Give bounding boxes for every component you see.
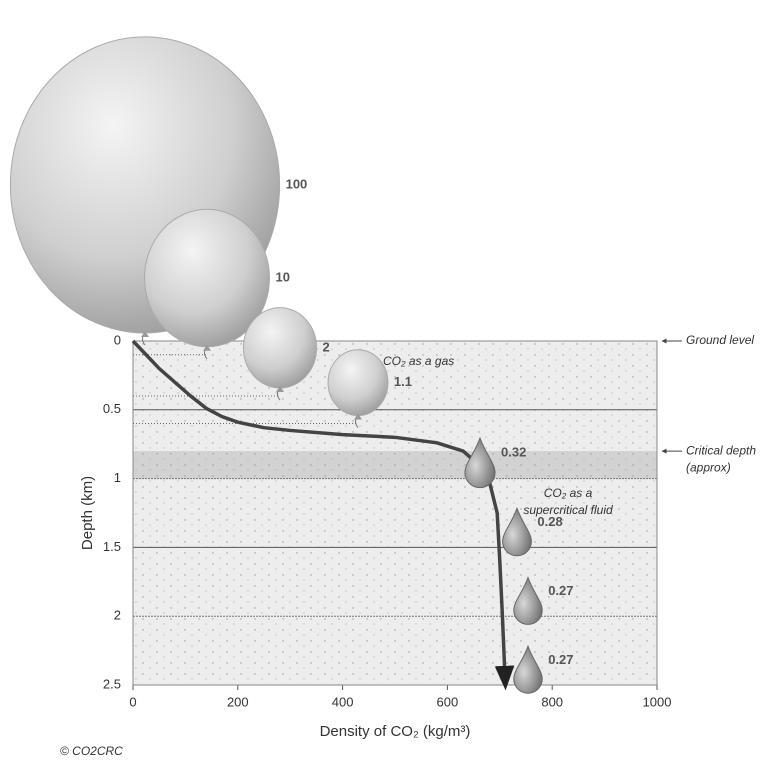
volume-label: 0.27 — [548, 583, 573, 598]
critical-depth-label: (approx) — [686, 460, 731, 474]
critical-depth-label: Critical depth — [686, 443, 756, 457]
credit: © CO2CRC — [60, 744, 123, 758]
chart: Density of CO₂ (kg/m³) Depth (km) © CO2C… — [0, 0, 775, 763]
supercritical-label: CO₂ as a — [544, 486, 593, 500]
x-tick-label: 200 — [227, 694, 249, 709]
volume-label: 0.32 — [501, 444, 526, 459]
volume-label: 10 — [275, 269, 289, 284]
volume-label: 0.27 — [548, 652, 573, 667]
balloon — [328, 350, 388, 416]
x-tick-label: 800 — [541, 694, 563, 709]
ground-level-label: Ground level — [686, 333, 754, 347]
x-axis-label: Density of CO₂ (kg/m³) — [320, 723, 471, 740]
volume-label: 1.1 — [394, 374, 412, 389]
y-tick-label: 2.5 — [103, 676, 121, 691]
balloon — [243, 308, 316, 388]
volume-label: 100 — [286, 176, 308, 191]
x-tick-label: 400 — [332, 694, 354, 709]
y-tick-label: 1.5 — [103, 539, 121, 554]
y-tick-label: 0 — [114, 332, 121, 347]
y-axis-label: Depth (km) — [79, 476, 96, 550]
x-tick-label: 1000 — [643, 694, 672, 709]
y-tick-label: 1 — [114, 470, 121, 485]
y-tick-label: 2 — [114, 608, 121, 623]
x-tick-label: 600 — [437, 694, 459, 709]
y-tick-label: 0.5 — [103, 401, 121, 416]
supercritical-label: supercritical fluid — [523, 503, 613, 517]
volume-label: 2 — [323, 339, 330, 354]
gas-label: CO₂ as a gas — [383, 354, 454, 368]
x-tick-label: 0 — [129, 694, 136, 709]
